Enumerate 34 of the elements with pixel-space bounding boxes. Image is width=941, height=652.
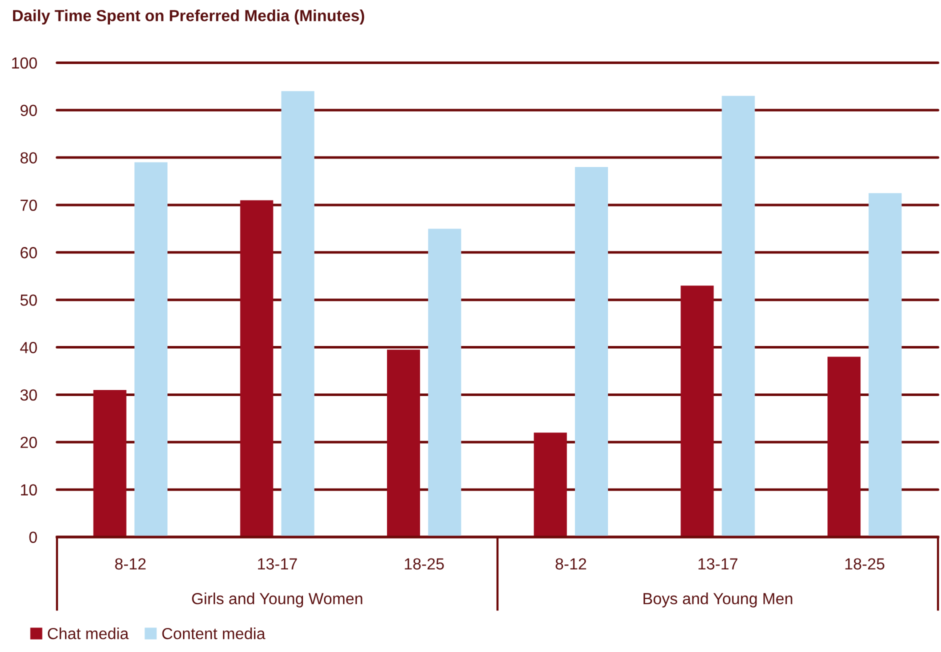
y-tick-label: 40	[20, 342, 37, 354]
x-tick-label: 13-17	[258, 558, 297, 570]
text: Girls and Young Women	[192, 592, 362, 608]
x-tick-label: 8-12	[556, 558, 586, 570]
legend-label: Content media	[162, 628, 266, 640]
x-tick-label: 8-12	[115, 558, 146, 570]
y-tick-label: 80	[20, 152, 37, 164]
y-tick-label: 70	[20, 200, 37, 211]
bar	[93, 390, 126, 537]
bar	[134, 162, 168, 537]
y-tick-label: 90	[20, 104, 37, 116]
bar	[240, 200, 274, 537]
y-tick-label: 100	[12, 57, 37, 69]
bar	[281, 91, 314, 537]
y-tick-label: 0	[29, 532, 37, 543]
y-tick-label: 50	[20, 294, 37, 306]
x-tick-label: 18-25	[404, 558, 444, 570]
bar	[387, 350, 420, 537]
y-tick-label: 30	[20, 389, 37, 401]
y-tick-label: 10	[21, 484, 37, 496]
bar	[680, 286, 714, 537]
x-tick-label: 18-25	[845, 558, 884, 570]
y-tick-label: 60	[20, 247, 37, 258]
legend-label: Chat media	[48, 628, 129, 640]
x-tick-label: 13-17	[698, 558, 738, 570]
y-tick-label: 20	[20, 436, 37, 448]
text: Boys and Young Men	[644, 592, 792, 608]
bar	[574, 167, 608, 537]
bar	[534, 432, 567, 537]
bar	[828, 356, 861, 537]
bar	[428, 228, 462, 537]
chart-title: Daily Time Spent on Preferred Media (Minutes)	[13, 10, 364, 24]
bar	[722, 96, 755, 537]
bar	[868, 193, 902, 537]
